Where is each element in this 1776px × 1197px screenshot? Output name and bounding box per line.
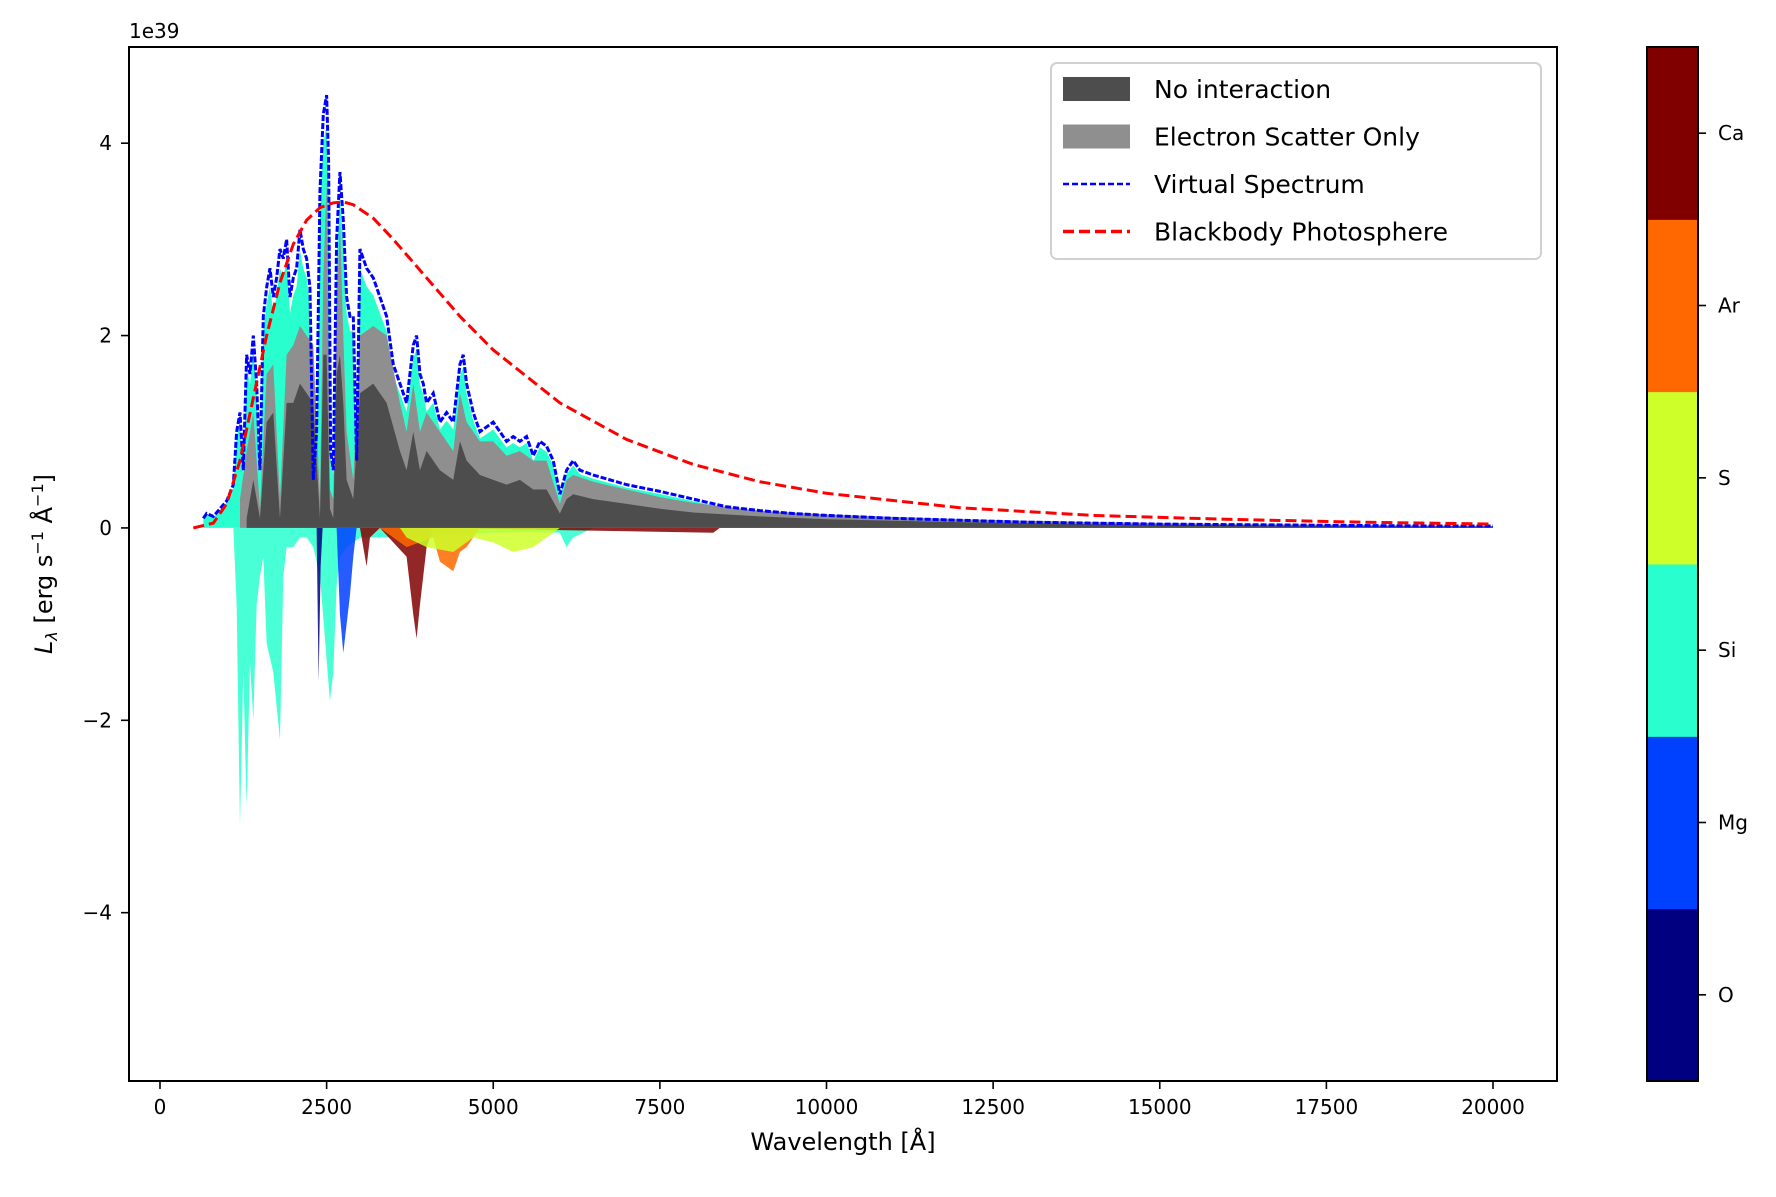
x-tick-label: 2500 (301, 1095, 352, 1119)
legend-swatch (1063, 124, 1130, 149)
y-axis-label: Lλ [erg s−1 Å−1] (28, 474, 61, 654)
x-tick-label: 10000 (795, 1095, 859, 1119)
colorbar-segment-mg (1647, 736, 1698, 910)
colorbar-segment-o (1647, 908, 1698, 1082)
legend-item: Electron Scatter Only (1063, 123, 1420, 152)
y-tick-label: −2 (83, 708, 112, 732)
x-axis-ticks: 0 2500 5000 7500 10000 12500 15000 17500 20000 (154, 1081, 1525, 1119)
y-tick-label: 2 (99, 324, 112, 348)
absorption-area-si (233, 527, 594, 827)
x-tick-label: 0 (154, 1095, 167, 1119)
x-tick-label: 15000 (1128, 1095, 1192, 1119)
colorbar-segment-ca (1647, 47, 1698, 220)
colorbar-frame (1646, 46, 1699, 1082)
colorbar: O Mg Si S Ar Ca (1646, 46, 1748, 1082)
legend-label: Virtual Spectrum (1154, 170, 1365, 199)
absorption-area-mg (336, 527, 357, 653)
y-tick-label: 4 (99, 131, 112, 155)
blackbody-line (192, 200, 1494, 530)
legend-label: No interaction (1154, 75, 1331, 104)
colorbar-segment-ar (1647, 219, 1698, 393)
x-tick-label: 20000 (1461, 1095, 1525, 1119)
colorbar-label: O (1718, 983, 1734, 1007)
x-axis-label: Wavelength [Å] (750, 1127, 935, 1156)
y-tick-label: 0 (99, 516, 112, 540)
colorbar-label: S (1718, 466, 1731, 490)
absorption-area-o (316, 527, 323, 682)
legend-item: No interaction (1063, 75, 1331, 104)
colorbar-label: Mg (1718, 811, 1748, 835)
absorption-area-s (399, 527, 560, 552)
x-tick-label: 7500 (634, 1095, 685, 1119)
colorbar-label: Ca (1718, 121, 1744, 145)
colorbar-segment-s (1647, 391, 1698, 565)
virtual-spectrum-line (202, 94, 1494, 528)
x-tick-label: 12500 (961, 1095, 1025, 1119)
emission-area-si (203, 125, 1494, 528)
plot-frame (128, 46, 1558, 1082)
absorption-area-ca (359, 527, 720, 639)
y-axis-ticks: 4 2 0 −2 −4 (83, 131, 129, 925)
colorbar-segment-si (1647, 564, 1698, 737)
legend-item: Blackbody Photosphere (1063, 218, 1448, 247)
colorbar-label: Ar (1718, 294, 1741, 318)
legend-box (1050, 62, 1542, 260)
colorbar-label: Si (1718, 638, 1736, 662)
y-tick-label: −4 (83, 901, 112, 925)
legend-label: Blackbody Photosphere (1154, 218, 1448, 247)
no-interaction-area (246, 354, 1494, 528)
legend: No interaction Electron Scatter Only Virtu… (1050, 62, 1542, 260)
legend-label: Electron Scatter Only (1154, 123, 1420, 152)
legend-swatch (1063, 77, 1130, 101)
legend-item: Virtual Spectrum (1063, 170, 1365, 199)
y-offset-text: 1e39 (129, 19, 179, 43)
x-tick-label: 5000 (468, 1095, 519, 1119)
plot-data-layer (192, 94, 1494, 827)
x-tick-label: 17500 (1295, 1095, 1359, 1119)
